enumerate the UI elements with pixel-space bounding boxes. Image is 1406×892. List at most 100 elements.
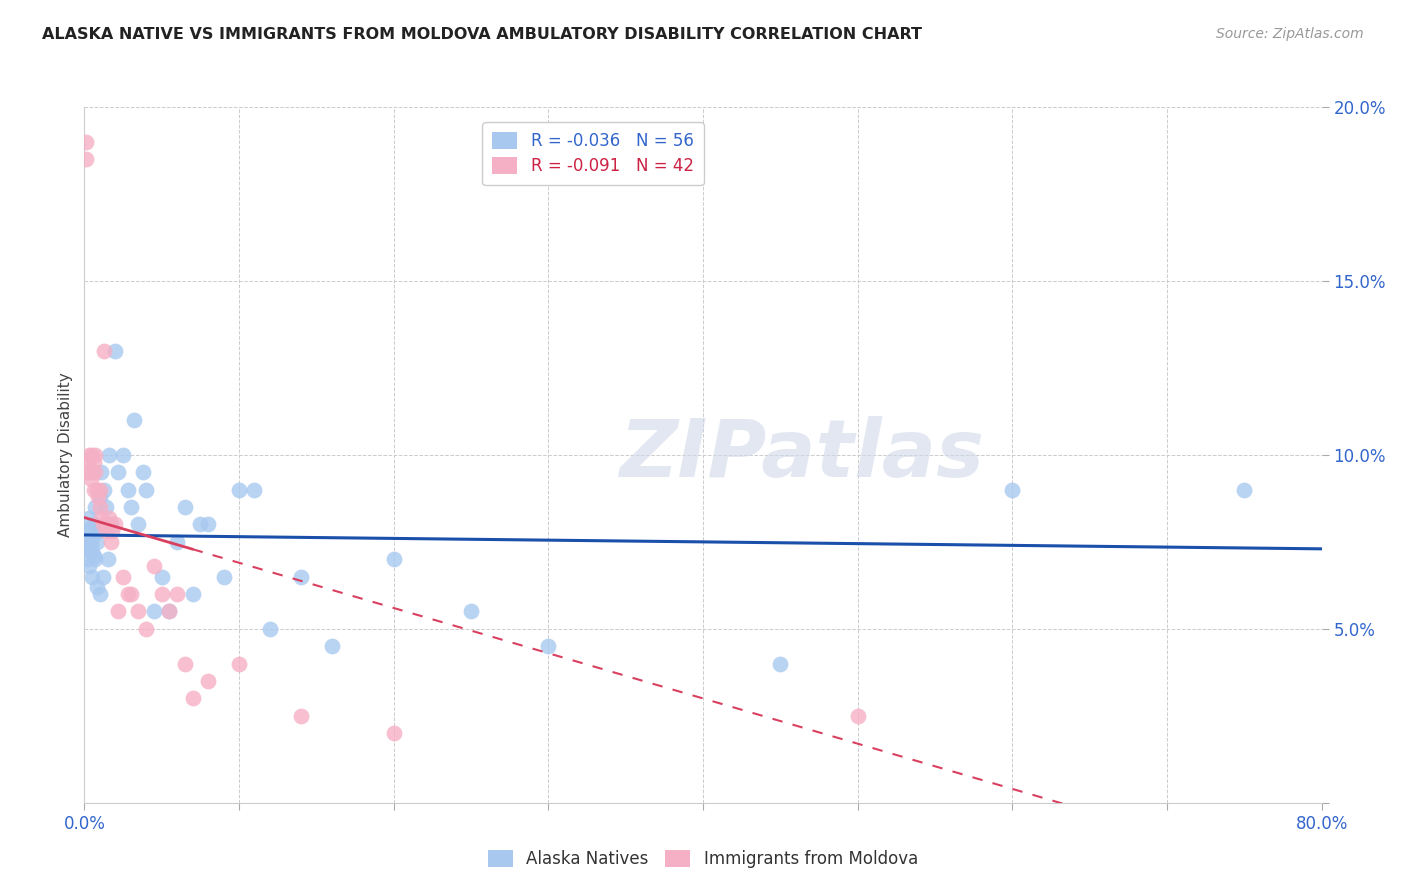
Point <box>117 587 139 601</box>
Point <box>87 490 110 504</box>
Point <box>197 674 219 689</box>
Point <box>166 587 188 601</box>
Point <box>188 517 211 532</box>
Point <box>77 559 100 574</box>
Point <box>87 524 110 539</box>
Point <box>166 534 188 549</box>
Text: ZIPatlas: ZIPatlas <box>620 416 984 494</box>
Point <box>382 726 405 740</box>
Point <box>382 552 405 566</box>
Point <box>1233 483 1256 497</box>
Point <box>100 517 122 532</box>
Point <box>143 559 166 574</box>
Point <box>77 448 100 462</box>
Point <box>181 587 204 601</box>
Point <box>98 448 121 462</box>
Point <box>197 517 219 532</box>
Point <box>135 622 157 636</box>
Point <box>107 605 129 619</box>
Point <box>76 524 98 539</box>
Point <box>75 541 97 556</box>
Point <box>93 343 115 358</box>
Point <box>83 483 105 497</box>
Point <box>82 545 104 559</box>
Point <box>75 152 97 166</box>
Point <box>96 517 118 532</box>
Point <box>94 524 117 539</box>
Point <box>89 587 111 601</box>
Point <box>174 500 197 514</box>
Point <box>82 532 104 546</box>
Point <box>846 708 869 723</box>
Point <box>83 517 105 532</box>
Point <box>460 605 482 619</box>
Point <box>75 534 97 549</box>
Point <box>122 413 145 427</box>
Point <box>94 500 117 514</box>
Point <box>84 448 107 462</box>
Point <box>101 524 124 539</box>
Point <box>86 580 108 594</box>
Point <box>96 552 118 566</box>
Text: ALASKA NATIVE VS IMMIGRANTS FROM MOLDOVA AMBULATORY DISABILITY CORRELATION CHART: ALASKA NATIVE VS IMMIGRANTS FROM MOLDOVA… <box>42 27 922 42</box>
Point <box>75 135 97 149</box>
Point <box>76 455 98 469</box>
Point <box>132 466 155 480</box>
Point <box>127 605 149 619</box>
Point <box>259 622 281 636</box>
Point <box>228 657 250 671</box>
Point <box>84 466 107 480</box>
Point <box>112 448 135 462</box>
Point <box>159 605 180 619</box>
Point <box>86 534 108 549</box>
Point <box>98 510 121 524</box>
Point <box>120 500 142 514</box>
Point <box>79 521 101 535</box>
Point <box>143 605 166 619</box>
Point <box>89 500 111 514</box>
Point <box>83 455 105 469</box>
Point <box>90 510 112 524</box>
Point <box>127 517 149 532</box>
Point <box>174 657 197 671</box>
Point <box>100 534 122 549</box>
Point <box>104 517 127 532</box>
Point <box>107 466 129 480</box>
Point <box>290 708 312 723</box>
Point <box>93 483 115 497</box>
Point <box>82 448 104 462</box>
Point <box>212 570 235 584</box>
Point <box>90 466 112 480</box>
Point <box>89 490 111 504</box>
Point <box>243 483 266 497</box>
Point <box>91 517 114 532</box>
Point <box>117 483 139 497</box>
Point <box>76 466 98 480</box>
Point <box>82 466 104 480</box>
Point <box>86 483 108 497</box>
Point <box>135 483 157 497</box>
Point <box>89 483 111 497</box>
Text: Source: ZipAtlas.com: Source: ZipAtlas.com <box>1216 27 1364 41</box>
Point <box>83 549 105 563</box>
Point <box>181 691 204 706</box>
Point <box>150 587 173 601</box>
Point <box>84 552 107 566</box>
Y-axis label: Ambulatory Disability: Ambulatory Disability <box>58 373 73 537</box>
Point <box>112 570 135 584</box>
Point <box>84 500 107 514</box>
Point <box>104 343 127 358</box>
Point <box>150 570 173 584</box>
Point <box>77 510 100 524</box>
Point <box>91 570 114 584</box>
Point <box>321 639 343 653</box>
Point <box>290 570 312 584</box>
Point <box>1001 483 1024 497</box>
Point <box>120 587 142 601</box>
Legend: Alaska Natives, Immigrants from Moldova: Alaska Natives, Immigrants from Moldova <box>481 843 925 874</box>
Point <box>537 639 560 653</box>
Point <box>82 570 104 584</box>
Point <box>79 472 101 486</box>
Point <box>79 538 101 552</box>
Point <box>76 552 98 566</box>
